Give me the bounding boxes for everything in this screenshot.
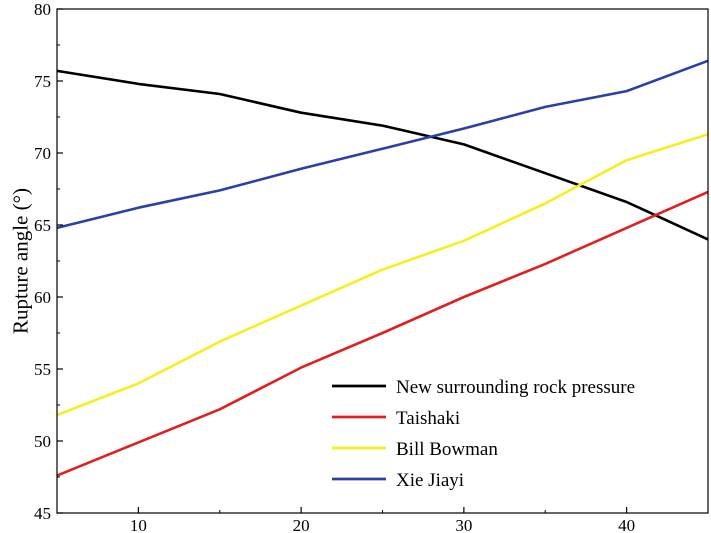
x-tick-label: 10: [130, 516, 147, 533]
legend-label: Xie Jiayi: [396, 470, 464, 491]
series-line-2: [56, 190, 709, 477]
series-line-1: [56, 69, 709, 241]
legend-label: Bill Bowman: [396, 439, 498, 460]
series-line-4: [56, 59, 709, 230]
y-tick-label: 75: [34, 72, 51, 91]
x-tick-label: 40: [618, 516, 635, 533]
y-axis: 45 50 55 60 65 70 75 80: [34, 0, 63, 523]
y-tick-label: 65: [34, 216, 51, 235]
series-line-3: [56, 133, 709, 417]
y-axis-title: Rupture angle (°): [8, 188, 32, 334]
y-tick-label: 60: [34, 288, 51, 307]
legend-label: Taishaki: [396, 408, 460, 429]
x-tick-label: 20: [293, 516, 310, 533]
y-tick-label: 50: [34, 432, 51, 451]
legend-label: New surrounding rock pressure: [396, 377, 635, 398]
plot-frame: [56, 8, 709, 514]
series-lines: [56, 59, 709, 477]
y-tick-label: 45: [34, 504, 51, 523]
x-axis: 10 20 30 40: [130, 507, 635, 533]
x-tick-label: 30: [455, 516, 472, 533]
y-tick-label: 55: [34, 360, 51, 379]
legend: New surrounding rock pressure Taishaki Bil…: [332, 377, 635, 491]
y-tick-label: 70: [34, 144, 51, 163]
y-tick-label: 80: [34, 0, 51, 19]
